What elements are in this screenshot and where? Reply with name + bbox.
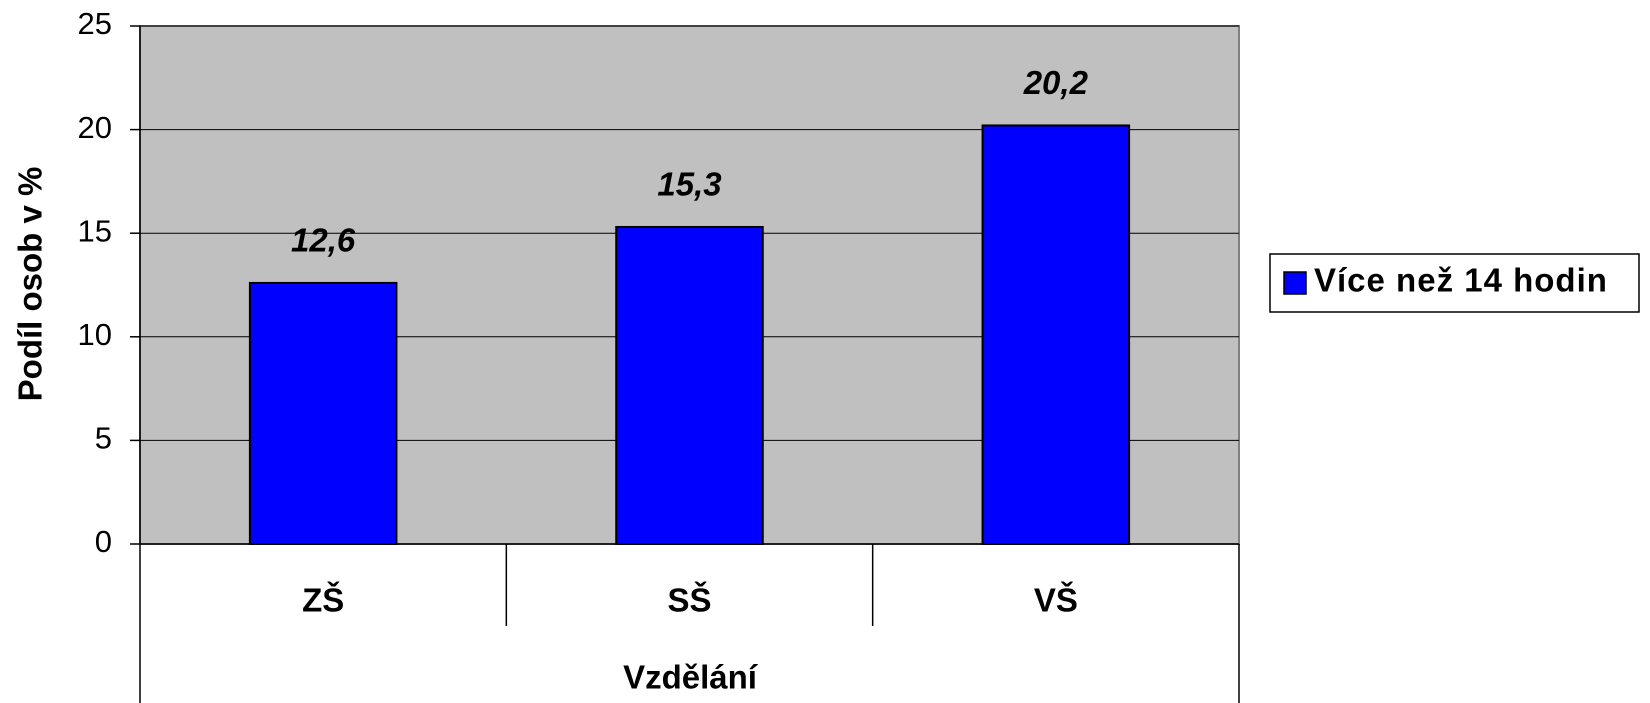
legend-box [1269, 253, 1640, 313]
legend-label: Více než 14 hodin [1314, 262, 1608, 299]
y-tick-label: 20 [78, 110, 112, 145]
bar [981, 124, 1131, 546]
x-tick-label: SŠ [667, 581, 711, 619]
legend-swatch [1283, 271, 1307, 295]
data-label: 20,2 [1023, 64, 1089, 101]
y-tick-label: 5 [95, 421, 112, 456]
y-tick-label: 25 [78, 6, 112, 41]
data-label: 15,3 [657, 166, 721, 203]
y-tick-label: 0 [95, 524, 112, 559]
bar [615, 225, 764, 545]
x-axis-title: Vzdělání [623, 659, 759, 696]
y-tick-label: 10 [78, 317, 112, 352]
x-tick-label: VŠ [1034, 581, 1078, 619]
y-axis-title: Podíl osob v % [12, 167, 49, 402]
data-label: 12,6 [291, 222, 356, 259]
x-tick-label: ZŠ [302, 581, 344, 619]
bar [248, 281, 398, 545]
y-tick-label: 15 [78, 213, 112, 248]
